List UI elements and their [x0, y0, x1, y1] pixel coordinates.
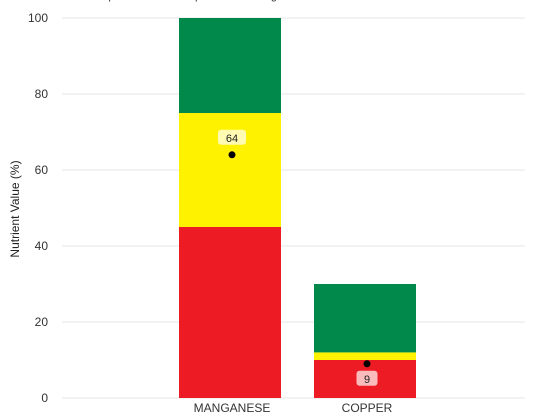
x-axis-ticks: MANGANESE COPPER	[194, 401, 393, 414]
y-axis-ticks: 0 20 40 60 80 100	[28, 11, 48, 405]
y-tick-label-2: 40	[35, 239, 49, 253]
x-tick-label-manganese: MANGANESE	[194, 401, 271, 414]
legend-label-0: Deficient	[12, 0, 55, 2]
y-axis-title: Nutrient Value (%)	[8, 160, 22, 257]
bar-manganese-deficient	[179, 227, 281, 398]
legend-label-2: Adequate	[172, 0, 219, 2]
bars	[179, 18, 416, 398]
bar-copper-adequate	[314, 284, 416, 353]
average-markers	[228, 151, 371, 368]
x-tick-label-copper: COPPER	[342, 401, 393, 414]
y-tick-label-3: 60	[35, 163, 49, 177]
average-marker-manganese	[228, 151, 236, 159]
y-tick-label-4: 80	[35, 87, 49, 101]
data-labels: 64 9	[218, 129, 378, 386]
gridlines	[62, 17, 525, 399]
y-tick-label-5: 100	[28, 11, 48, 25]
data-label-bg-copper	[356, 370, 378, 386]
average-marker-copper	[363, 360, 371, 368]
legend-label-3: Average Nutrient Value	[242, 0, 355, 2]
y-tick-label-0: 0	[41, 391, 48, 405]
legend: Deficient Responsive Adequate Average Nutri…	[12, 0, 355, 2]
data-label-bg-manganese	[218, 129, 246, 145]
bar-manganese-adequate	[179, 18, 281, 113]
y-tick-label-1: 20	[35, 315, 49, 329]
data-label-copper: 9	[364, 374, 370, 386]
bar-copper-responsive	[314, 352, 416, 360]
data-label-manganese: 64	[226, 133, 238, 145]
legend-label-1: Responsive	[89, 0, 146, 2]
